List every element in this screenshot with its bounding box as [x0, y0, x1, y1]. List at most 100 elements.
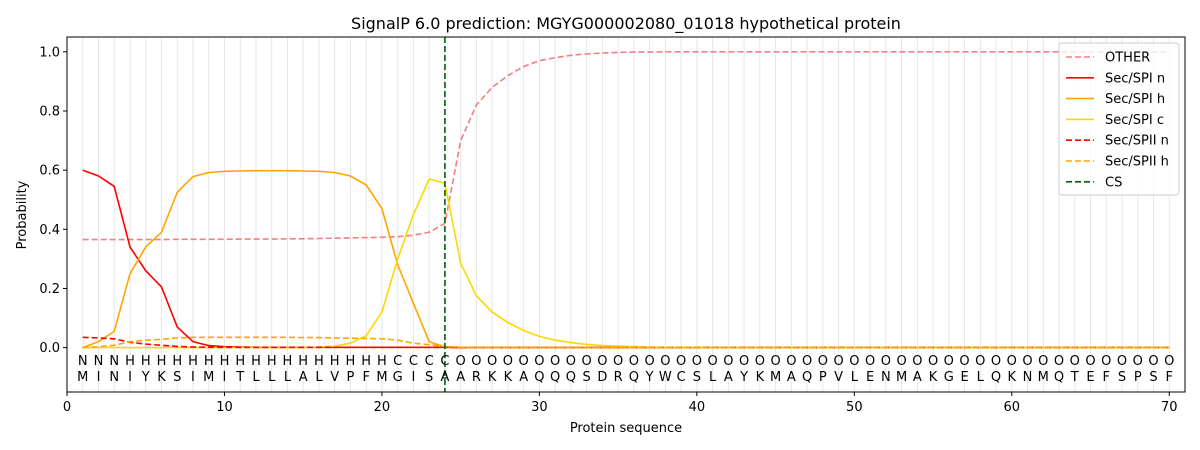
x-tick-label: 40	[689, 400, 706, 415]
amino-acid-label: Q	[1054, 370, 1064, 385]
x-tick-label: 20	[374, 400, 391, 415]
amino-acid-label: M	[896, 370, 907, 385]
amino-acid-label: M	[203, 370, 214, 385]
region-label: O	[912, 354, 922, 369]
amino-acid-label: T	[235, 370, 244, 385]
region-label: O	[833, 354, 843, 369]
y-tick-label: 1.0	[39, 45, 60, 60]
x-axis-ticks: 0 10 20 30 40 50 60 70	[63, 392, 1178, 415]
region-label: O	[1007, 354, 1017, 369]
region-label: O	[629, 354, 639, 369]
amino-acid-label: Q	[550, 370, 560, 385]
region-label: H	[251, 354, 261, 369]
region-label: O	[613, 354, 623, 369]
y-tick-label: 0.6	[39, 164, 60, 179]
region-label: O	[723, 354, 733, 369]
amino-acid-label: S	[425, 370, 433, 385]
legend-label: OTHER	[1105, 51, 1150, 66]
y-tick-label: 0.0	[39, 341, 60, 356]
region-label: O	[849, 354, 859, 369]
region-label: O	[534, 354, 544, 369]
region-label: O	[1164, 354, 1174, 369]
amino-acid-label: E	[866, 370, 874, 385]
region-label: O	[660, 354, 670, 369]
region-label: O	[1085, 354, 1095, 369]
region-label: O	[786, 354, 796, 369]
amino-acid-label: Y	[645, 370, 654, 385]
region-label: H	[298, 354, 308, 369]
amino-acid-label: L	[268, 370, 276, 385]
region-label: O	[707, 354, 717, 369]
region-label: H	[125, 354, 135, 369]
region-label: O	[1133, 354, 1143, 369]
amino-acid-label: S	[583, 370, 591, 385]
amino-acid-label: L	[252, 370, 260, 385]
region-label: H	[283, 354, 293, 369]
series-line-2	[82, 169, 1170, 349]
region-label: H	[204, 354, 214, 369]
legend-label: Sec/SPI c	[1105, 113, 1164, 128]
amino-acid-label: Q	[534, 370, 544, 385]
amino-acid-label: V	[330, 370, 339, 385]
region-label: C	[425, 354, 434, 369]
region-label: O	[519, 354, 529, 369]
x-tick-label: 60	[1004, 400, 1021, 415]
region-label: O	[456, 354, 466, 369]
amino-acid-label: A	[787, 370, 796, 385]
region-label: O	[487, 354, 497, 369]
amino-acid-label: S	[1149, 370, 1157, 385]
amino-acid-label: K	[488, 370, 497, 385]
amino-acid-label: N	[1023, 370, 1033, 385]
amino-acid-label: A	[724, 370, 733, 385]
region-label: O	[471, 354, 481, 369]
region-label: O	[566, 354, 576, 369]
region-label: O	[944, 354, 954, 369]
region-label: O	[692, 354, 702, 369]
amino-acid-label: L	[851, 370, 859, 385]
amino-acid-label: I	[97, 370, 101, 385]
region-label: O	[1070, 354, 1080, 369]
amino-acid-label: Q	[566, 370, 576, 385]
amino-acid-label: W	[659, 370, 672, 385]
region-label: O	[597, 354, 607, 369]
amino-acid-label: Y	[739, 370, 748, 385]
series-layer	[82, 50, 1170, 349]
amino-acid-label: G	[944, 370, 954, 385]
vertical-gridlines	[82, 37, 1170, 392]
region-label: O	[582, 354, 592, 369]
legend-label: Sec/SPII n	[1105, 134, 1169, 149]
amino-acid-label: I	[412, 370, 416, 385]
series-line-5	[82, 336, 1170, 349]
region-label: H	[346, 354, 356, 369]
region-label: O	[1038, 354, 1048, 369]
legend-label: Sec/SPI h	[1105, 92, 1165, 107]
y-axis-label: Probability	[15, 180, 30, 249]
amino-acid-label: F	[362, 370, 369, 385]
amino-acid-label: A	[519, 370, 528, 385]
amino-acid-label: A	[913, 370, 922, 385]
amino-acid-label: F	[1103, 370, 1110, 385]
amino-acid-label: Y	[141, 370, 150, 385]
region-label: O	[550, 354, 560, 369]
legend-label: Sec/SPII h	[1105, 155, 1169, 170]
amino-acid-label: M	[376, 370, 387, 385]
amino-acid-label: S	[693, 370, 701, 385]
amino-acid-label: K	[929, 370, 938, 385]
region-label: O	[676, 354, 686, 369]
x-tick-label: 50	[846, 400, 863, 415]
amino-acid-label: K	[756, 370, 765, 385]
x-tick-label: 30	[531, 400, 548, 415]
x-tick-label: 10	[216, 400, 233, 415]
region-label: H	[172, 354, 182, 369]
y-tick-label: 0.8	[39, 104, 60, 119]
region-label: O	[1022, 354, 1032, 369]
region-label: O	[1117, 354, 1127, 369]
region-label: N	[78, 354, 88, 369]
amino-acid-label: E	[960, 370, 968, 385]
x-tick-label: 0	[63, 400, 71, 415]
legend-label: CS	[1105, 175, 1122, 190]
region-label: O	[928, 354, 938, 369]
amino-acid-label: K	[1008, 370, 1017, 385]
series-line-0	[82, 50, 1170, 241]
